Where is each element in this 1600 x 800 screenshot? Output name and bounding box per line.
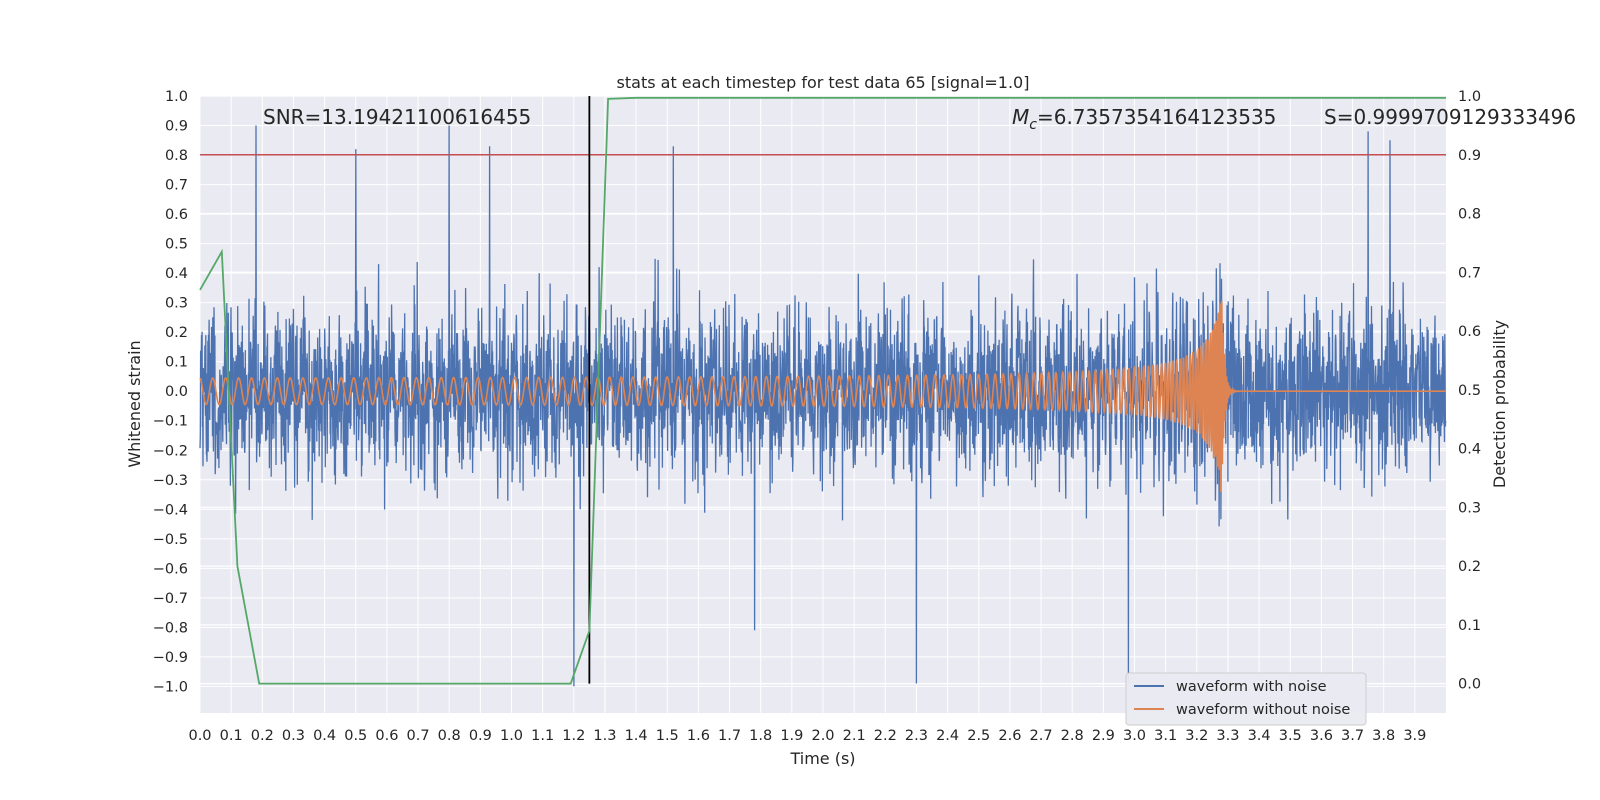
y-tick-label: 0.8 <box>165 148 188 164</box>
y-tick-label: −0.3 <box>153 473 188 489</box>
y-tick-label: 0.6 <box>165 207 188 223</box>
y-tick-label: −0.5 <box>153 532 188 548</box>
y-tick-label: −0.9 <box>153 650 188 666</box>
x-tick-label: 3.5 <box>1279 728 1302 744</box>
x-tick-label: 2.5 <box>967 728 990 744</box>
legend-label-waveform-with-noise: waveform with noise <box>1176 679 1327 695</box>
x-axis-label: Time (s) <box>789 749 855 768</box>
y-tick-label: 0.2 <box>165 325 188 341</box>
chart-title: stats at each timestep for test data 65 … <box>617 73 1030 92</box>
x-tick-label: 0.2 <box>251 728 274 744</box>
y-tick-label: −0.1 <box>153 414 188 430</box>
x-tick-label: 1.2 <box>562 728 585 744</box>
x-tick-label: 2.8 <box>1061 728 1084 744</box>
x-tick-label: 3.2 <box>1185 728 1208 744</box>
x-tick-label: 2.2 <box>874 728 897 744</box>
x-tick-label: 1.0 <box>500 728 523 744</box>
y2-tick-label: 0.9 <box>1458 148 1481 164</box>
x-tick-label: 1.1 <box>531 728 554 744</box>
x-tick-label: 1.8 <box>749 728 772 744</box>
x-tick-label: 2.0 <box>811 728 834 744</box>
x-tick-label: 0.7 <box>407 728 430 744</box>
y2-tick-label: 0.6 <box>1458 324 1481 340</box>
x-tick-label: 3.3 <box>1216 728 1239 744</box>
x-tick-label: 1.6 <box>687 728 710 744</box>
y2-tick-label: 1.0 <box>1458 89 1481 105</box>
snr-annotation: SNR=13.19421100616455 <box>263 105 531 129</box>
y-tick-label: −0.2 <box>153 443 188 459</box>
x-tick-label: 3.0 <box>1123 728 1146 744</box>
ticks: 0.0 0.1 0.2 0.3 0.4 0.5 0.6 0.7 0.8 0.9 1.0 1.1 1.2 1… <box>153 89 1481 744</box>
chirp-mass-value: =6.7357354164123535 <box>1037 105 1276 129</box>
x-tick-label: 0.6 <box>375 728 398 744</box>
y-tick-label: −0.4 <box>153 502 188 518</box>
x-tick-label: 3.9 <box>1403 728 1426 744</box>
y-tick-label: −0.8 <box>153 620 188 636</box>
x-tick-label: 2.3 <box>905 728 928 744</box>
y2-tick-label: 0.0 <box>1458 677 1481 693</box>
x-tick-label: 2.4 <box>936 728 959 744</box>
x-tick-label: 3.6 <box>1310 728 1333 744</box>
x-tick-label: 0.3 <box>282 728 305 744</box>
y-tick-label: −0.6 <box>153 561 188 577</box>
x-tick-label: 0.8 <box>438 728 461 744</box>
series-waveform-with-noise <box>199 125 1447 687</box>
y-tick-label: 0.7 <box>165 178 188 194</box>
x-tick-label: 2.9 <box>1092 728 1115 744</box>
waveform-with-noise-line <box>199 125 1447 687</box>
y-axis-label: Whitened strain <box>125 340 144 467</box>
x-tick-label: 1.4 <box>625 728 648 744</box>
legend-box <box>1125 672 1367 726</box>
y-tick-label: 1.0 <box>165 89 188 105</box>
x-tick-label: 0.0 <box>188 728 211 744</box>
detection-probability-line <box>199 96 1446 685</box>
chirp-mass-subscript: c <box>1029 117 1037 133</box>
y-tick-label: 0.4 <box>165 266 188 282</box>
y2-tick-label: 0.3 <box>1458 500 1481 516</box>
y-tick-label: 0.5 <box>165 237 188 253</box>
x-tick-label: 1.3 <box>593 728 616 744</box>
y2-tick-label: 0.2 <box>1458 559 1481 575</box>
x-tick-label: 3.4 <box>1248 728 1271 744</box>
y-tick-label: −0.7 <box>153 591 188 607</box>
waveform-without-noise-line <box>199 300 1446 493</box>
y2-tick-label: 0.7 <box>1458 265 1481 281</box>
x-tick-label: 0.1 <box>220 728 243 744</box>
x-tick-label: 3.7 <box>1341 728 1364 744</box>
y-tick-label: 0.0 <box>165 384 188 400</box>
y2-tick-label: 0.5 <box>1458 383 1481 399</box>
chirp-mass-annotation: Mc=6.7357354164123535 <box>1012 105 1276 133</box>
x-tick-label: 0.9 <box>469 728 492 744</box>
x-tick-label: 2.1 <box>843 728 866 744</box>
series-waveform-without-noise <box>199 300 1446 493</box>
legend-label-waveform-without-noise: waveform without noise <box>1176 702 1350 718</box>
series-detection-group <box>199 96 1446 685</box>
y-tick-label: 0.1 <box>165 355 188 371</box>
x-tick-label: 1.7 <box>718 728 741 744</box>
y-tick-label: 0.3 <box>165 296 188 312</box>
x-tick-label: 0.4 <box>313 728 336 744</box>
y-tick-label: −1.0 <box>153 679 188 695</box>
chirp-mass-symbol: M <box>1012 105 1029 129</box>
legend: waveform with noise waveform without noi… <box>1125 672 1367 726</box>
x-tick-label: 2.7 <box>1030 728 1053 744</box>
x-tick-label: 3.8 <box>1372 728 1395 744</box>
x-tick-label: 0.5 <box>344 728 367 744</box>
y-tick-label: 0.9 <box>165 119 188 135</box>
y2-tick-label: 0.8 <box>1458 207 1481 223</box>
x-tick-label: 2.6 <box>998 728 1021 744</box>
s-annotation: S=0.9999709129333496 <box>1324 105 1576 129</box>
x-tick-label: 1.5 <box>656 728 679 744</box>
x-tick-label: 1.9 <box>780 728 803 744</box>
x-tick-label: 3.1 <box>1154 728 1177 744</box>
y2-tick-label: 0.1 <box>1458 618 1481 634</box>
y2-tick-label: 0.4 <box>1458 442 1481 458</box>
y2-axis-label: Detection probability <box>1490 320 1509 488</box>
